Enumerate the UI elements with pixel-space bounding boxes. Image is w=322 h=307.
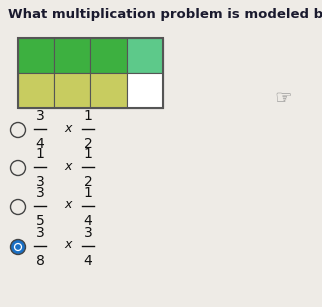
Circle shape — [11, 200, 25, 215]
Text: 3: 3 — [36, 175, 44, 189]
Text: x: x — [64, 122, 72, 134]
Text: 3: 3 — [84, 226, 92, 240]
Text: 1: 1 — [84, 186, 92, 200]
Text: 1: 1 — [35, 147, 44, 161]
Text: x: x — [64, 160, 72, 173]
Bar — [18, 73, 54, 108]
Text: 4: 4 — [84, 214, 92, 228]
Circle shape — [11, 239, 25, 255]
Bar — [90, 38, 127, 73]
Bar — [90, 73, 127, 108]
Circle shape — [14, 243, 22, 251]
Text: 4: 4 — [36, 137, 44, 151]
Text: 1: 1 — [84, 109, 92, 123]
Bar — [127, 73, 163, 108]
Text: x: x — [64, 199, 72, 212]
Circle shape — [15, 244, 21, 250]
Text: x: x — [64, 239, 72, 251]
Text: 3: 3 — [36, 109, 44, 123]
Bar — [54, 38, 90, 73]
Text: 2: 2 — [84, 137, 92, 151]
Bar — [54, 73, 90, 108]
Text: What multiplication problem is modeled below?: What multiplication problem is modeled b… — [8, 8, 322, 21]
Text: 1: 1 — [84, 147, 92, 161]
Bar — [127, 38, 163, 73]
Text: 3: 3 — [36, 226, 44, 240]
Text: 3: 3 — [36, 186, 44, 200]
Bar — [18, 38, 54, 73]
Circle shape — [11, 122, 25, 138]
Circle shape — [11, 161, 25, 176]
Text: ☞: ☞ — [275, 89, 292, 108]
Text: 5: 5 — [36, 214, 44, 228]
Text: 8: 8 — [35, 254, 44, 268]
Text: 4: 4 — [84, 254, 92, 268]
Text: 2: 2 — [84, 175, 92, 189]
Bar — [18, 38, 163, 108]
